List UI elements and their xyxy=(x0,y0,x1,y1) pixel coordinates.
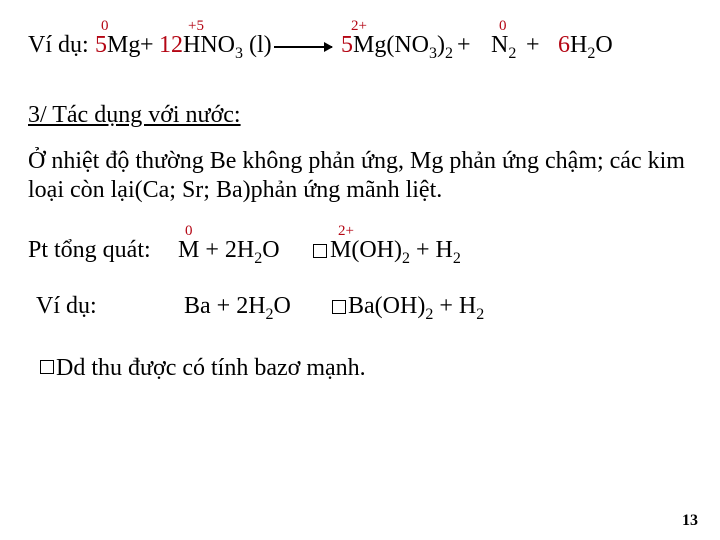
example-equation-1: Ví dụ: 0 5Mg + +5 12HNO3 (l) 2+ 5Mg(NO3)… xyxy=(28,18,692,68)
section-3-paragraph: Ở nhiệt độ thường Be không phản ứng, Mg … xyxy=(28,147,692,205)
eq1-label: Ví dụ: xyxy=(28,32,89,59)
bullet-box-icon xyxy=(40,360,54,374)
general-equation: Pt tổng quát: 0 M + 2H2O 2+ M(OH)2 + H2 xyxy=(28,227,692,267)
eq2-label: Pt tổng quát: xyxy=(28,237,151,264)
page-number: 13 xyxy=(682,512,698,530)
example-equation-2: Ví dụ: Ba + 2H2O Ba(OH)2 + H2 xyxy=(28,289,692,325)
eq1-plus3: + xyxy=(457,32,471,59)
eq1-plus4: + xyxy=(526,32,540,59)
section-3-title: 3/ Tác dụng với nước: xyxy=(28,102,692,129)
eq1-term5: 6H2O xyxy=(558,32,613,63)
eq3-arrow-box xyxy=(332,295,348,322)
eq3-rhs: Ba(OH)2 + H2 xyxy=(348,293,484,324)
eq1-term3: 5Mg(NO3)2 xyxy=(341,32,453,63)
eq1-plus1: + xyxy=(140,32,154,59)
eq1-term2: 12HNO3 (l) xyxy=(159,32,272,63)
footer-note: Dd thu được có tính bazơ mạnh. xyxy=(40,355,692,382)
eq1-arrow xyxy=(274,46,332,48)
eq2-arrow-box xyxy=(313,239,329,266)
eq3-lhs: Ba + 2H2O xyxy=(184,293,291,324)
eq1-term1: 5Mg xyxy=(95,32,140,59)
eq3-label: Ví dụ: xyxy=(36,293,97,320)
eq2-lhs: M + 2H2O xyxy=(178,237,280,268)
eq2-rhs: M(OH)2 + H2 xyxy=(330,237,461,268)
eq1-term4: N2 xyxy=(491,32,516,63)
